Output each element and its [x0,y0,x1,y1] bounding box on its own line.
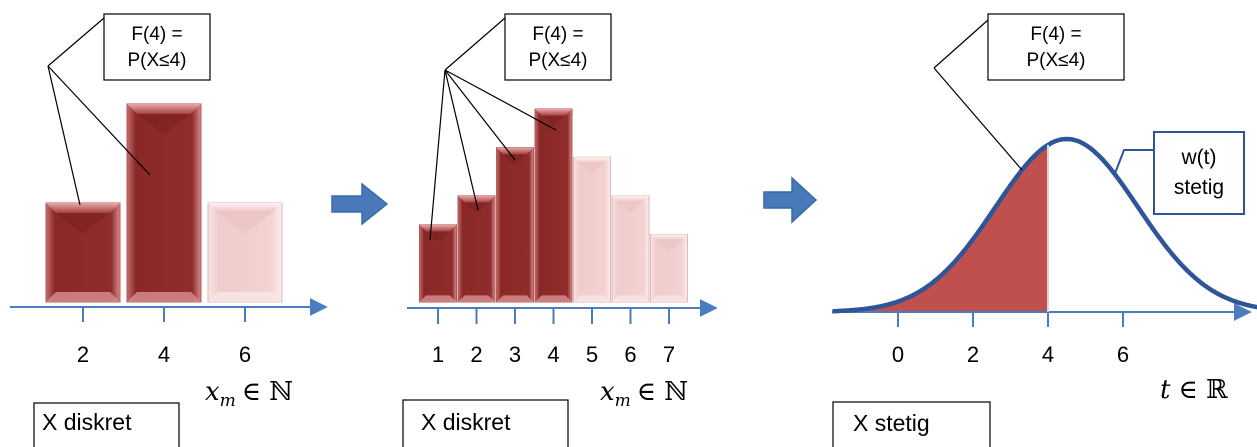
panel-3: 0 2 4 6 F(4) = P(X≤4) w(t) stetig t ∈ ℝ X st… [832,13,1257,447]
panel-2-tick-label: 6 [624,342,636,367]
panel-3-curve-label-line2: stetig [1174,176,1224,199]
panel-2-bar-7 [650,233,688,303]
panel-1-tick-label: 2 [77,342,89,367]
panel-1: 2 4 6 F(4) = P(X≤4) xm ∈ ℕ X diskret [10,13,328,447]
panel-2-callout-line2: P(X≤4) [529,50,588,71]
panel-3-callout-line1: F(4) = [1030,24,1081,45]
panel-2-bar-2 [457,195,496,303]
panel-2-tick-labels: 1 2 3 4 5 6 7 [432,342,675,367]
right-arrow-icon [763,176,818,224]
panel-2-caption-box [402,399,569,447]
right-arrow-icon [331,182,389,226]
panel-2-bar-1 [419,224,457,303]
panel-3-curve-label-line [1113,149,1154,177]
panel-2-tick-label: 7 [663,342,675,367]
panel-3-callout-line2: P(X≤4) [1027,50,1086,71]
panel-2: 1 2 3 4 5 6 7 F(4) = P(X≤4) xm ∈ ℕ X diskret [402,13,718,447]
panel-3-tick-label: 6 [1117,342,1129,367]
panel-1-tick-labels: 2 4 6 [77,342,251,367]
panel-2-callout-line1: F(4) = [532,24,583,45]
panel-3-tick-label: 2 [967,342,979,367]
panel-3-tick-labels: 0 2 4 6 [892,342,1129,367]
panel-1-bar-2 [126,103,202,303]
panel-3-axis-label: t ∈ ℝ [1160,375,1228,405]
panel-2-bar-6 [611,195,650,303]
panel-2-bar-4 [534,108,573,303]
panel-1-ticks [82,307,246,322]
panel-2-callout-box [504,13,612,81]
panel-1-caption-box [33,402,180,447]
panel-3-curve-label-box [1153,131,1245,215]
panel-3-callout-lines [933,19,1023,171]
panel-3-tick-label: 0 [892,342,904,367]
panel-1-caption: X diskret [42,409,132,435]
panel-2-bar-3 [496,147,534,303]
panel-3-caption: X stetig [853,410,930,436]
panel-2-tick-label: 2 [470,342,482,367]
panel-1-callout-box [103,13,211,81]
panel-2-tick-label: 4 [547,342,559,367]
panel-3-caption-box [832,401,991,447]
panel-3-callout-box [987,13,1125,81]
panel-3-shaded-area [832,144,1048,312]
panel-2-caption: X diskret [421,409,511,435]
panel-1-tick-label: 4 [158,342,170,367]
panel-2-bars [419,108,688,303]
panel-3-tick-label: 4 [1042,342,1054,367]
panel-2-tick-label: 5 [586,342,598,367]
panel-1-callout-lines [47,17,151,206]
panel-1-bar-1 [45,202,121,303]
panel-1-tick-label: 6 [239,342,251,367]
panel-2-callout-lines [429,17,557,241]
panel-1-bar-3 [207,202,283,303]
panel-2-ticks [437,308,670,324]
panel-1-axis-label: xm ∈ ℕ [205,377,293,411]
panel-2-tick-label: 1 [432,342,444,367]
panel-3-ticks [897,312,1124,327]
panel-2-axis-label: xm ∈ ℕ [600,377,688,411]
panel-2-bar-5 [573,156,611,303]
panel-1-callout-line1: F(4) = [131,24,182,45]
panel-3-curve-label-line1: w(t) [1181,146,1217,169]
panel-1-bars [45,103,283,303]
panel-2-tick-label: 3 [509,342,521,367]
panel-1-callout-line2: P(X≤4) [128,50,187,71]
panel-3-density-curve [832,136,1257,314]
